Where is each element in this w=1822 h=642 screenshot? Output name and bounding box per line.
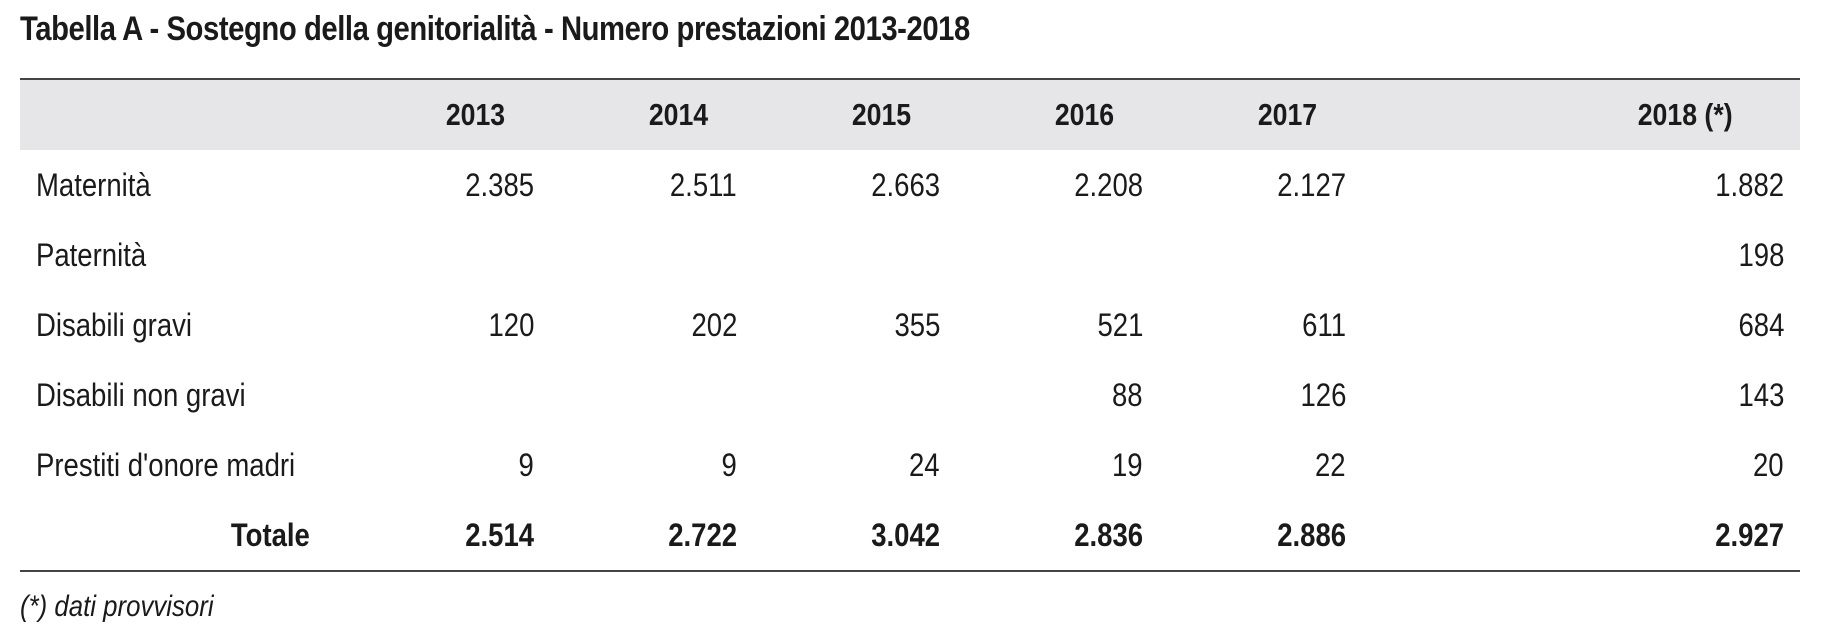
total-cell: 2.927 xyxy=(1362,500,1800,572)
table-row: Maternità 2.385 2.511 2.663 2.208 2.127 … xyxy=(20,150,1800,220)
total-label: Totale xyxy=(20,500,350,572)
table-cell: 88 xyxy=(1112,376,1143,413)
header-cell-2015: 2015 xyxy=(753,78,956,150)
table-cell xyxy=(1159,220,1362,290)
row-label: Disabili non gravi xyxy=(36,376,246,413)
table-cell: 2.511 xyxy=(670,166,737,203)
header-cell-2014: 2014 xyxy=(550,78,753,150)
table-cell: 684 xyxy=(1738,306,1784,343)
header-cell-2013: 2013 xyxy=(350,78,550,150)
table-cell: 355 xyxy=(894,306,940,343)
table-cell xyxy=(350,360,550,430)
table-cell: 22 xyxy=(1315,446,1346,483)
data-table: 2013 2014 2015 2016 2017 2018 (*) Matern… xyxy=(20,78,1800,572)
row-label: Paternità xyxy=(36,236,147,273)
header-cell-empty xyxy=(20,78,350,150)
table-cell: 120 xyxy=(488,306,534,343)
data-table-container: 2013 2014 2015 2016 2017 2018 (*) Matern… xyxy=(20,78,1800,572)
header-cell-2017: 2017 xyxy=(1159,78,1362,150)
header-cell-2018: 2018 (*) xyxy=(1362,78,1800,150)
table-cell: 9 xyxy=(518,446,534,483)
table-cell: 198 xyxy=(1738,236,1784,273)
table-row: Paternità 198 xyxy=(20,220,1800,290)
table-cell: 2.385 xyxy=(465,166,534,203)
table-row: Disabili gravi 120 202 355 521 611 684 xyxy=(20,290,1800,360)
table-cell: 143 xyxy=(1738,376,1784,413)
table-row: Disabili non gravi 88 126 143 xyxy=(20,360,1800,430)
row-label: Prestiti d'onore madri xyxy=(36,446,296,483)
table-row: Prestiti d'onore madri 9 9 24 19 22 20 xyxy=(20,430,1800,500)
header-row: 2013 2014 2015 2016 2017 2018 (*) xyxy=(20,78,1800,150)
table-cell: 521 xyxy=(1097,306,1143,343)
table-cell xyxy=(753,220,956,290)
table-cell: 1.882 xyxy=(1715,166,1784,203)
table-cell: 202 xyxy=(691,306,737,343)
table-cell: 2.663 xyxy=(871,166,940,203)
total-cell: 2.886 xyxy=(1159,500,1362,572)
table-cell xyxy=(350,220,550,290)
table-cell: 24 xyxy=(909,446,940,483)
header-cell-2016: 2016 xyxy=(956,78,1159,150)
footnote: (*) dati provvisori xyxy=(20,590,214,623)
total-cell: 2.722 xyxy=(550,500,753,572)
total-row: Totale 2.514 2.722 3.042 2.836 2.886 2.9… xyxy=(20,500,1800,572)
table-cell: 20 xyxy=(1753,446,1784,483)
table-cell: 9 xyxy=(721,446,737,483)
table-cell: 126 xyxy=(1300,376,1346,413)
table-cell xyxy=(550,360,753,430)
table-cell xyxy=(753,360,956,430)
table-cell: 611 xyxy=(1302,306,1346,343)
total-cell: 2.836 xyxy=(956,500,1159,572)
row-label: Maternità xyxy=(36,166,151,203)
total-cell: 2.514 xyxy=(350,500,550,572)
table-cell xyxy=(550,220,753,290)
table-title: Tabella A - Sostegno della genitorialità… xyxy=(20,10,970,48)
table-cell: 2.127 xyxy=(1277,166,1346,203)
total-cell: 3.042 xyxy=(753,500,956,572)
table-cell xyxy=(956,220,1159,290)
table-cell: 2.208 xyxy=(1074,166,1143,203)
table-cell: 19 xyxy=(1112,446,1143,483)
row-label: Disabili gravi xyxy=(36,306,192,343)
